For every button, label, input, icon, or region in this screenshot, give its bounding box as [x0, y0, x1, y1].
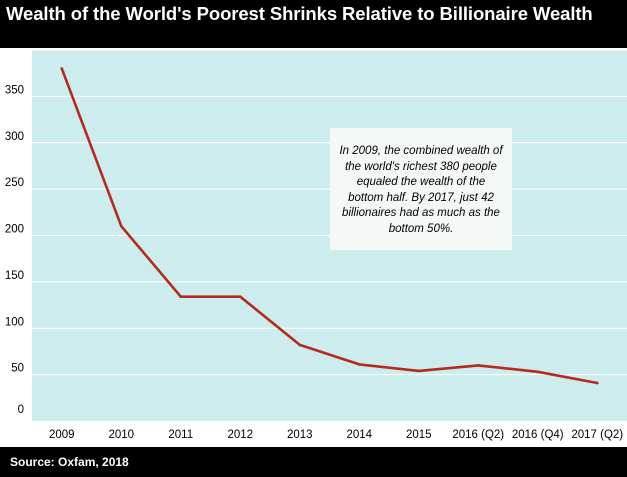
y-tick-label: 100 — [5, 316, 24, 328]
y-tick-label: 400 — [5, 48, 24, 50]
y-tick-label: 300 — [5, 131, 24, 143]
series-line — [60, 67, 599, 385]
data-point — [357, 363, 361, 366]
x-tick-label: 2009 — [49, 429, 75, 441]
line-chart: 0 50 100 150 200 250 300 350 400 2009 2010 2011 2012… — [5, 38, 627, 441]
x-tick-label: 2015 — [406, 429, 432, 441]
data-point — [417, 369, 421, 373]
source-note: Source: Oxfam, 2018 — [10, 455, 129, 469]
chart-title: Wealth of the World's Poorest Shrinks Re… — [6, 3, 593, 24]
x-tick-label: 2016 (Q2) — [452, 429, 504, 441]
data-point — [536, 370, 540, 374]
source-bar: Source: Oxfam, 2018 — [0, 447, 627, 477]
x-tick-label: 2012 — [227, 429, 253, 441]
y-tick-label: 250 — [5, 177, 24, 189]
x-tick-label: 2013 — [287, 429, 313, 441]
x-tick-label: 2010 — [108, 429, 134, 441]
y-tick-label: 150 — [5, 270, 24, 282]
title-bar: Wealth of the World's Poorest Shrinks Re… — [0, 0, 627, 48]
x-tick-label: 2017 (Q2) — [571, 429, 623, 441]
y-tick-label: 0 — [18, 404, 24, 416]
y-tick-label: 200 — [5, 224, 24, 236]
x-tick-label: 2016 (Q4) — [512, 429, 564, 441]
x-tick-label: 2011 — [168, 429, 193, 441]
data-point — [119, 224, 123, 228]
x-tick-label: 2014 — [346, 429, 372, 441]
chart-area: 0 50 100 150 200 250 300 350 400 2009 2010 2011 2012… — [0, 38, 627, 444]
data-point — [238, 295, 242, 299]
y-tick-label: 50 — [11, 363, 24, 375]
y-tick-label: 350 — [5, 84, 24, 96]
annotation-box: In 2009, the combined wealth of the worl… — [330, 128, 512, 250]
data-point — [298, 343, 302, 347]
data-point — [595, 381, 599, 385]
data-point — [179, 295, 183, 299]
data-point — [476, 364, 480, 367]
data-point — [60, 67, 64, 70]
